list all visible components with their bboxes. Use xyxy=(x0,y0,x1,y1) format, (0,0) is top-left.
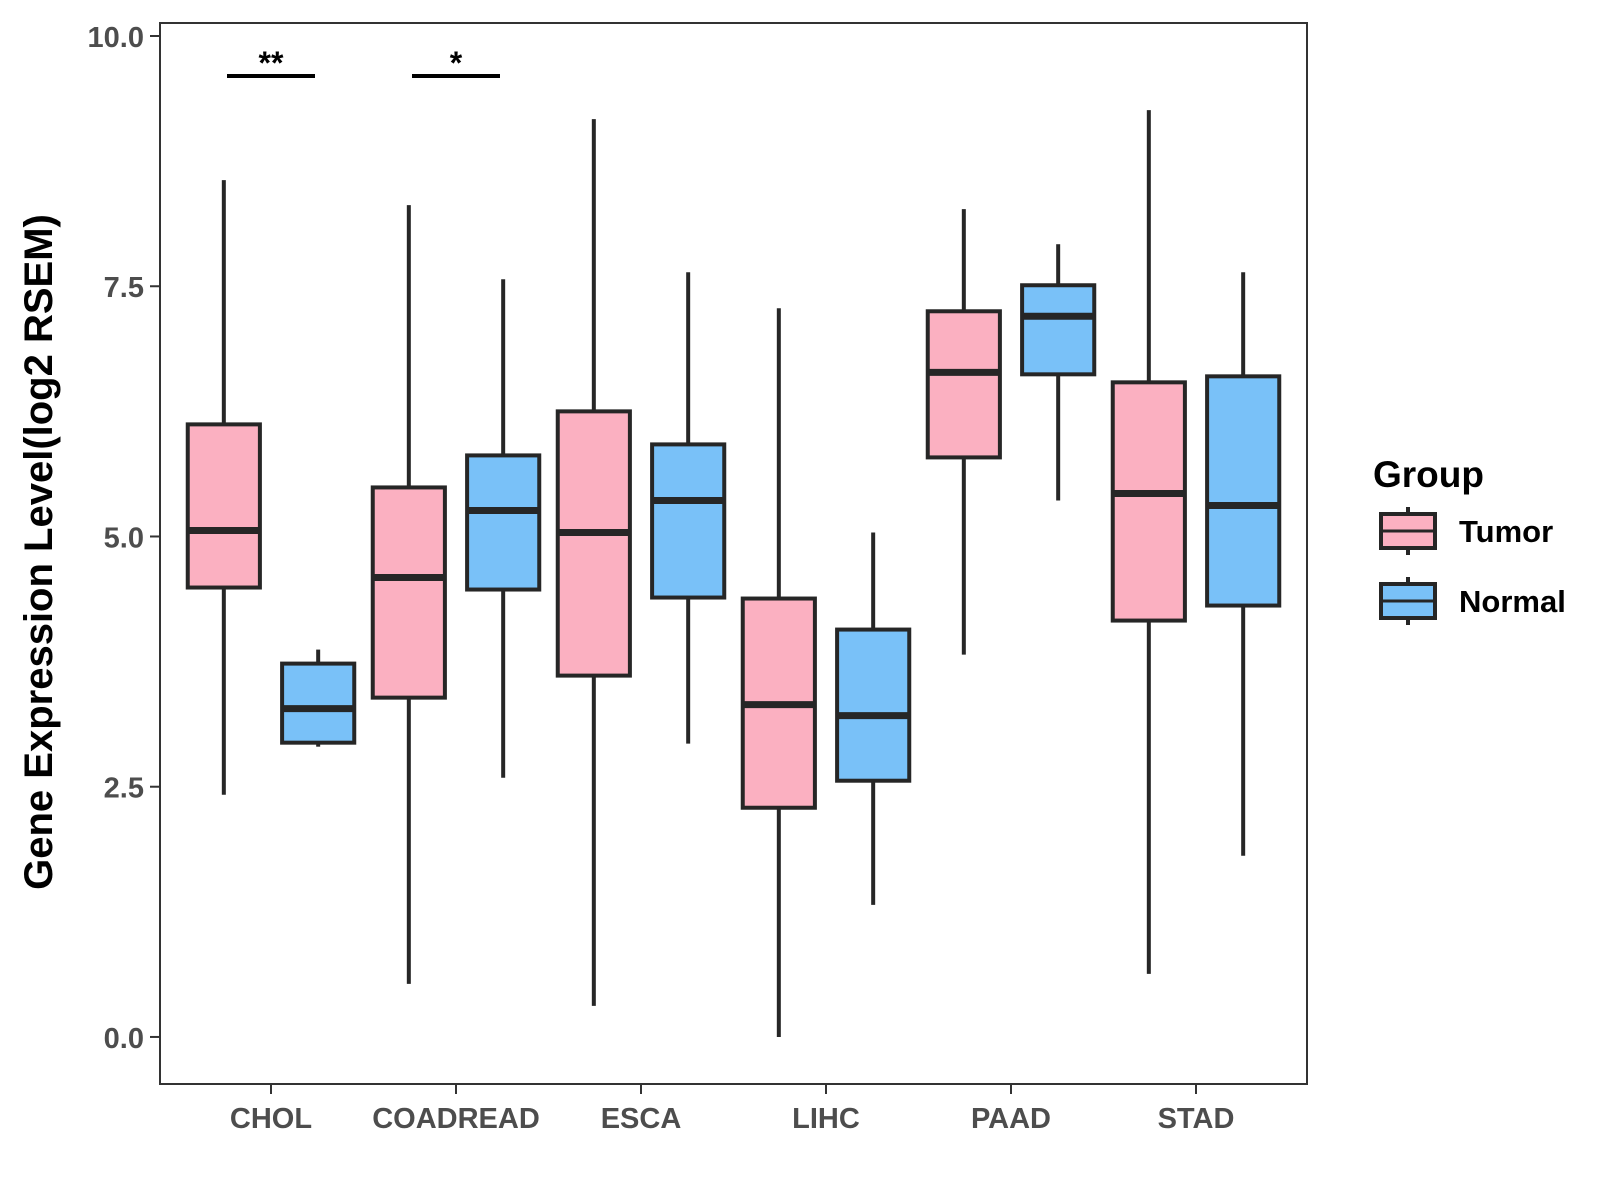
box-body xyxy=(280,661,357,745)
box-body xyxy=(650,442,727,600)
plot-panel: ** * xyxy=(159,22,1308,1085)
y-tick-label: 2.5 xyxy=(104,773,144,805)
box-coadread-normal xyxy=(465,279,542,778)
box-body xyxy=(1110,380,1187,623)
box-paad-normal xyxy=(1020,244,1097,501)
x-tick-label: ESCA xyxy=(601,1103,682,1135)
significance-label: * xyxy=(450,45,463,81)
legend-item-tumor: Tumor xyxy=(1379,507,1553,555)
significance-label: ** xyxy=(259,45,284,81)
y-axis: 0.0 2.5 5.0 7.5 10.0 xyxy=(88,22,160,1055)
x-tick-label: CHOL xyxy=(230,1103,312,1135)
box-body xyxy=(1205,374,1282,608)
box-chol-normal xyxy=(280,649,357,747)
y-tick-label: 7.5 xyxy=(104,272,144,304)
y-axis-title: Gene Expression Level(log2 RSEM) xyxy=(17,214,61,890)
box-body xyxy=(1020,283,1097,377)
legend-title: Group xyxy=(1373,454,1484,495)
box-body xyxy=(555,409,632,678)
legend-item-normal: Normal xyxy=(1379,577,1566,625)
x-axis: CHOL COADREAD ESCA LIHC PAAD STAD xyxy=(230,1084,1234,1135)
box-stad-normal xyxy=(1205,272,1282,856)
significance-coadread: * xyxy=(412,45,500,81)
y-tick-label: 10.0 xyxy=(88,22,144,54)
box-body xyxy=(465,453,542,592)
legend: Group Tumor Normal xyxy=(1373,454,1566,625)
y-tick-label: 0.0 xyxy=(104,1023,144,1055)
box-body xyxy=(835,627,912,783)
x-tick-label: COADREAD xyxy=(372,1103,540,1135)
box-paad-tumor xyxy=(925,209,1002,655)
box-body xyxy=(185,422,262,590)
legend-label: Tumor xyxy=(1459,514,1553,549)
y-tick-label: 5.0 xyxy=(104,522,144,554)
box-body xyxy=(925,309,1002,460)
x-tick-label: STAD xyxy=(1158,1103,1235,1135)
box-esca-normal xyxy=(650,272,727,744)
box-lihc-tumor xyxy=(740,308,817,1037)
box-coadread-tumor xyxy=(370,205,447,984)
box-lihc-normal xyxy=(835,532,912,905)
box-body xyxy=(370,485,447,700)
significance-chol: ** xyxy=(227,45,315,81)
box-stad-tumor xyxy=(1110,110,1187,974)
x-tick-label: LIHC xyxy=(792,1103,860,1135)
box-chol-tumor xyxy=(185,180,262,795)
legend-label: Normal xyxy=(1459,584,1566,619)
x-tick-label: PAAD xyxy=(971,1103,1051,1135)
box-esca-tumor xyxy=(555,119,632,1006)
panel-border xyxy=(159,22,1308,1085)
